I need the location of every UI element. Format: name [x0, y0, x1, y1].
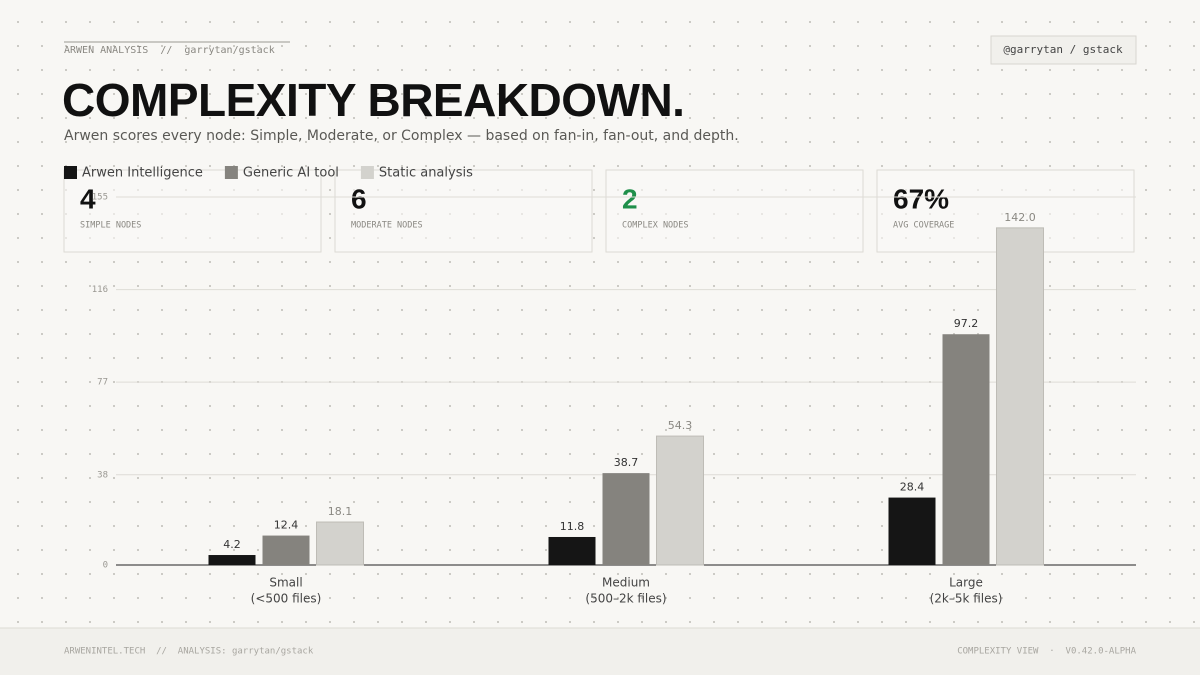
badge-box	[990, 35, 1137, 65]
legend-swatch	[360, 166, 374, 179]
bar	[942, 334, 990, 565]
bar	[656, 435, 704, 566]
stat-label: AVG COVERAGE	[893, 221, 954, 231]
footer-left: ARWENINTEL.TECH // ANALYSIS: garrytan/gs…	[64, 647, 314, 657]
value-label: 18.1	[328, 505, 353, 518]
x-tick-sublabel: (500–2k files)	[585, 592, 666, 606]
subtitle: Arwen scores every node: Simple, Moderat…	[64, 128, 739, 144]
bar	[888, 497, 936, 565]
x-tick-label: Small	[269, 576, 302, 590]
legend-label: Generic AI tool	[243, 166, 339, 181]
value-label: 54.3	[668, 419, 693, 432]
y-tick-label: 0	[103, 561, 108, 571]
legend-swatch	[64, 166, 77, 179]
value-label: 38.7	[614, 456, 639, 469]
stat-label: COMPLEX NODES	[622, 221, 689, 231]
page-title: COMPLEXITY BREAKDOWN.	[62, 74, 684, 126]
value-label: 4.2	[223, 538, 241, 551]
legend-label: Arwen Intelligence	[82, 166, 203, 181]
stat-label: MODERATE NODES	[351, 221, 423, 231]
stat-card	[605, 169, 864, 253]
footer-bar	[0, 628, 1200, 675]
x-tick-sublabel: (<500 files)	[251, 592, 322, 606]
stat-card	[334, 169, 593, 253]
footer-right: COMPLEXITY VIEW · V0.42.0-ALPHA	[957, 647, 1136, 657]
bar	[996, 227, 1044, 566]
bar	[602, 473, 650, 565]
y-tick-label: 155	[92, 193, 108, 203]
y-tick-label: 77	[97, 378, 108, 388]
value-label: 11.8	[560, 520, 585, 533]
stat-label: SIMPLE NODES	[80, 221, 141, 231]
bar	[262, 535, 310, 565]
value-label: 12.4	[274, 519, 299, 532]
bar	[208, 555, 256, 565]
badge: @garrytan / gstack	[1003, 43, 1123, 56]
value-label: 142.0	[1004, 211, 1036, 224]
x-tick-label: Medium	[602, 576, 650, 590]
stat-value: 6	[351, 183, 367, 214]
stat-value: 2	[622, 183, 638, 214]
stat-value: 67%	[893, 183, 949, 214]
stat-value: 4	[80, 183, 96, 214]
breadcrumb: ARWEN ANALYSIS // garrytan/gstack	[64, 45, 275, 56]
value-label: 28.4	[900, 481, 925, 494]
y-tick-label: 116	[92, 285, 108, 295]
bar	[548, 536, 596, 565]
bar	[316, 521, 364, 566]
x-tick-sublabel: (2k–5k files)	[930, 592, 1003, 606]
stat-card	[63, 169, 322, 253]
x-tick-label: Large	[949, 576, 983, 590]
y-tick-label: 38	[97, 470, 108, 480]
legend-label: Static analysis	[379, 166, 473, 181]
value-label: 97.2	[954, 317, 979, 330]
legend-swatch	[224, 166, 238, 179]
